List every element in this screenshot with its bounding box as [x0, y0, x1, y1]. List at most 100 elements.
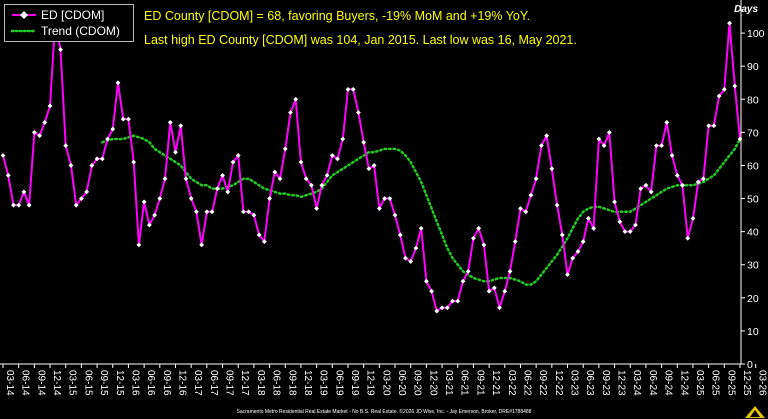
ed-cdom-point: [586, 216, 591, 221]
ed-cdom-point: [199, 242, 205, 248]
y-axis-label: Days: [734, 4, 758, 15]
x-tick-label: 12-14: [51, 370, 62, 396]
ed-cdom-point: [387, 196, 393, 201]
ed-cdom-point: [293, 96, 299, 102]
legend-label-trend: Trend (CDOM): [41, 24, 120, 38]
x-tick-label: 09-24: [663, 370, 674, 396]
y-tick-label: 90: [747, 61, 759, 73]
ed-cdom-point: [267, 196, 272, 201]
ed-cdom-point: [471, 235, 476, 241]
y-tick-label: 80: [747, 94, 759, 106]
ed-cdom-point: [178, 123, 184, 129]
ed-cdom-point: [549, 166, 555, 172]
y-tick-label: 70: [747, 127, 759, 139]
ed-cdom-point: [701, 176, 706, 182]
x-tick-label: 09-16: [161, 370, 172, 396]
y-tick-label: 20: [747, 293, 759, 305]
ed-cdom-point: [518, 206, 523, 211]
ed-cdom-point: [131, 159, 137, 165]
x-tick-label: 03-16: [129, 370, 140, 396]
ed-cdom-point: [246, 209, 252, 215]
legend: ED [CDOM] Trend (CDOM): [4, 4, 134, 42]
ed-cdom-point: [21, 189, 27, 195]
axes: [0, 0, 742, 365]
ed-cdom-point: [669, 153, 675, 158]
ed-cdom-point: [94, 156, 100, 162]
ed-cdom-point: [439, 305, 445, 311]
ed-cdom-point: [173, 149, 178, 155]
x-tick-label: 09-21: [474, 370, 485, 396]
ed-cdom-point: [16, 202, 22, 208]
ed-cdom-point: [690, 216, 696, 221]
ed-cdom-point: [376, 206, 382, 211]
ed-cdom-point: [528, 192, 534, 198]
x-tick-label: 06-23: [584, 370, 595, 396]
x-tick-label: 03-17: [192, 370, 203, 396]
ed-cdom-point: [84, 189, 90, 195]
brand-logo-icon: [745, 406, 765, 418]
x-tick-label: 03-25: [694, 370, 705, 396]
legend-label-ed-cdom: ED [CDOM]: [41, 8, 105, 22]
ed-cdom-point: [674, 172, 680, 178]
ed-cdom-point: [89, 163, 95, 168]
x-tick-label: 03-22: [506, 370, 517, 396]
ed-cdom-point: [575, 249, 581, 254]
ed-cdom-point: [319, 182, 325, 188]
ed-cdom-point: [382, 196, 387, 201]
ed-cdom-point: [507, 268, 513, 274]
ed-cdom-point: [502, 288, 508, 294]
x-tick-label: 09-20: [412, 370, 423, 396]
x-tick-label: 03-21: [443, 370, 454, 396]
x-tick-label: 12-17: [239, 370, 250, 396]
ed-cdom-point: [63, 143, 69, 148]
ed-cdom-point: [397, 232, 403, 238]
ed-cdom-point: [162, 176, 168, 182]
ed-cdom-point: [329, 153, 335, 158]
x-tick-label: 06-14: [20, 370, 31, 396]
ed-cdom-point: [523, 209, 529, 215]
ed-cdom-point: [277, 176, 283, 182]
y-tick-label: 40: [747, 227, 759, 239]
y-tick-label: 10: [747, 326, 759, 338]
ed-cdom-point: [591, 225, 597, 231]
ed-cdom-point: [455, 298, 461, 304]
summary-line-2: Last high ED County [CDOM] was 104, Jan …: [144, 33, 577, 47]
ed-cdom-point: [659, 143, 664, 148]
ed-cdom-point: [241, 209, 246, 215]
x-tick-label: 03-14: [4, 370, 15, 396]
ed-cdom-point: [146, 222, 152, 228]
ed-cdom-point: [350, 86, 356, 92]
ed-cdom-point: [26, 202, 32, 208]
x-tick-label: 06-25: [710, 370, 721, 396]
ed-cdom-point: [538, 143, 544, 148]
ed-cdom-point: [711, 123, 717, 129]
ed-cdom-point: [188, 196, 194, 201]
ed-cdom-point: [596, 136, 602, 142]
ed-cdom-point: [638, 186, 644, 192]
footer-credit: Sacramento Metro Residential Real Estate…: [236, 409, 532, 415]
ed-cdom-point: [31, 129, 37, 135]
ed-cdom-point: [193, 209, 199, 215]
ed-cdom-point: [11, 202, 16, 208]
x-tick-label: 03-23: [569, 370, 580, 396]
ed-cdom-point: [324, 172, 330, 178]
y-tick-label: 0: [747, 359, 753, 371]
ed-cdom-point: [450, 298, 455, 304]
ed-cdom-point: [235, 153, 241, 158]
ed-cdom-point: [721, 86, 727, 92]
ed-cdom-point: [136, 242, 142, 248]
x-tick-label: 12-15: [114, 370, 125, 396]
ed-cdom-point: [220, 172, 225, 178]
ed-cdom-point: [648, 189, 654, 195]
x-tick-label: 09-22: [537, 370, 548, 396]
y-tick-label: 60: [747, 160, 759, 172]
ed-cdom-point: [183, 176, 189, 182]
x-tick-label: 09-17: [224, 370, 235, 396]
x-tick-label: 06-20: [396, 370, 407, 396]
ed-cdom-point: [570, 255, 576, 261]
ed-cdom-point: [345, 86, 351, 92]
x-tick-label: 12-20: [427, 370, 438, 396]
ed-cdom-point: [429, 288, 435, 294]
legend-swatch-green-dotted-icon: [11, 29, 37, 33]
ed-cdom-point: [356, 110, 361, 115]
